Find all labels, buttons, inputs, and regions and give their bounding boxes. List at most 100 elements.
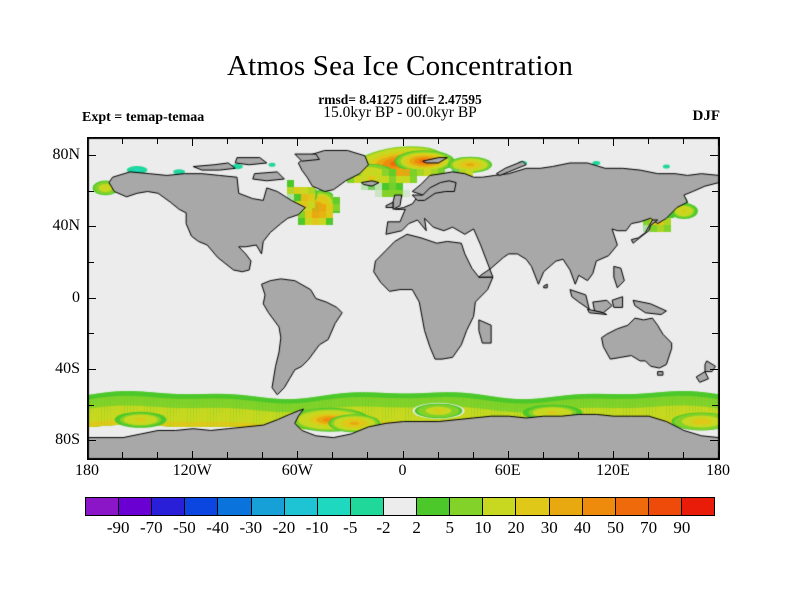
colorbar-swatch (582, 498, 616, 515)
axis-label-x: 180 (706, 462, 730, 479)
axis-tick-x (367, 138, 369, 144)
colorbar-tick-label: -70 (139, 518, 163, 537)
axis-tick-x (542, 138, 544, 144)
axis-tick-x (647, 138, 649, 144)
axis-tick-y (712, 261, 718, 263)
axis-tick-x (472, 452, 474, 458)
axis-tick-y (88, 333, 94, 335)
axis-tick-y (710, 226, 718, 228)
axis-label-y: 80S (55, 431, 80, 449)
colorbar-swatch (450, 498, 484, 515)
colorbar-swatch (119, 498, 153, 515)
axis-tick-y (88, 297, 96, 299)
colorbar-swatch (251, 498, 285, 515)
colorbar-tick-label: -40 (206, 518, 229, 537)
axis-label-x: 180 (75, 462, 99, 479)
colorbar-tick-label: -20 (272, 518, 296, 537)
page-title: Atmos Sea Ice Concentration (226, 50, 574, 82)
colorbar-tick-label: 90 (673, 518, 691, 537)
axis-tick-x (682, 138, 684, 144)
axis-tick-y (88, 440, 96, 442)
axis-label-x: 120E (595, 462, 630, 479)
axis-tick-x (612, 138, 614, 146)
axis-label-x: 60W (281, 462, 313, 479)
axis-label-y: 40N (52, 217, 80, 235)
axis-tick-x (122, 452, 124, 458)
colorbar-swatch (86, 498, 120, 515)
axis-tick-y (710, 154, 718, 156)
axis-tick-x (157, 138, 159, 144)
colorbar-swatch (317, 498, 351, 515)
axis-label-x: 120W (172, 462, 212, 479)
colorbar-swatch (152, 498, 186, 515)
axis-tick-y (88, 368, 96, 370)
axis-tick-x (647, 452, 649, 458)
colorbar-tick-label: -2 (376, 518, 391, 537)
colorbar-tick-labels: -90 -70 -50 -40 -30 -20 -10 -5 -2 2 5 10 20 30 40 50 70 9… (85, 518, 715, 540)
axis-tick-y (712, 404, 718, 406)
axis-tick-x (262, 452, 264, 458)
axis-tick-y (88, 404, 94, 406)
axis-tick-y (710, 440, 718, 442)
colorbar-tick-label: 70 (640, 518, 658, 537)
axis-tick-x (87, 138, 88, 146)
axis-tick-x (367, 452, 369, 458)
colorbar (85, 497, 715, 516)
axis-tick-x (507, 451, 509, 459)
colorbar-swatch (350, 498, 384, 515)
season-label: DJF (692, 108, 721, 124)
axis-tick-x (402, 451, 404, 459)
colorbar-tick-label: -30 (239, 518, 263, 537)
colorbar-swatch (681, 498, 715, 515)
axis-tick-x (507, 138, 509, 146)
axis-tick-x (297, 138, 299, 146)
axis-label-x: 60E (494, 462, 521, 479)
colorbar-swatch (483, 498, 517, 515)
axis-tick-x (577, 452, 579, 458)
axis-tick-x (297, 451, 299, 459)
axis-tick-y (88, 190, 94, 192)
rmsd-statistics: rmsd= 8.41275 diff= 2.47595 (318, 92, 482, 107)
axis-label-y: 0 (72, 288, 80, 306)
axis-tick-y (88, 154, 96, 156)
colorbar-tick-label: 5 (445, 518, 454, 537)
axis-label-y: 80N (52, 145, 80, 163)
colorbar-swatch (549, 498, 583, 515)
axis-tick-x (682, 452, 684, 458)
axis-tick-x (542, 452, 544, 458)
axis-tick-x (612, 451, 614, 459)
colorbar-tick-label: 30 (540, 518, 558, 537)
colorbar-tick-label: -90 (106, 518, 130, 537)
axis-tick-x (157, 452, 159, 458)
sea-ice-anomaly-map (88, 138, 719, 459)
axis-tick-x (402, 138, 404, 146)
axis-tick-x (227, 138, 229, 144)
axis-tick-y (712, 333, 718, 335)
colorbar-tick-label: -5 (343, 518, 358, 537)
colorbar-tick-label: 40 (573, 518, 591, 537)
colorbar-tick-label: 2 (412, 518, 421, 537)
axis-tick-x (227, 452, 229, 458)
map-plot-area (87, 137, 720, 460)
axis-tick-x (472, 138, 474, 144)
colorbar-swatch (185, 498, 219, 515)
axis-tick-x (718, 138, 719, 146)
colorbar-tick-label: 10 (474, 518, 492, 537)
axis-tick-x (87, 451, 88, 459)
axis-tick-y (88, 226, 96, 228)
colorbar-swatch (417, 498, 451, 515)
axis-tick-x (577, 138, 579, 144)
experiment-label: Expt = temap-temaa (82, 110, 205, 125)
colorbar-tick-label: -50 (173, 518, 196, 537)
axis-tick-x (437, 138, 439, 144)
colorbar-tick-label: -10 (305, 518, 329, 537)
colorbar-swatch (516, 498, 550, 515)
colorbar-swatch (648, 498, 682, 515)
axis-tick-x (192, 451, 194, 459)
colorbar-swatch (284, 498, 318, 515)
axis-tick-x (437, 452, 439, 458)
axis-tick-y (712, 190, 718, 192)
axis-tick-x (332, 452, 334, 458)
axis-label-y: 40S (55, 359, 80, 377)
colorbar-swatch (615, 498, 649, 515)
